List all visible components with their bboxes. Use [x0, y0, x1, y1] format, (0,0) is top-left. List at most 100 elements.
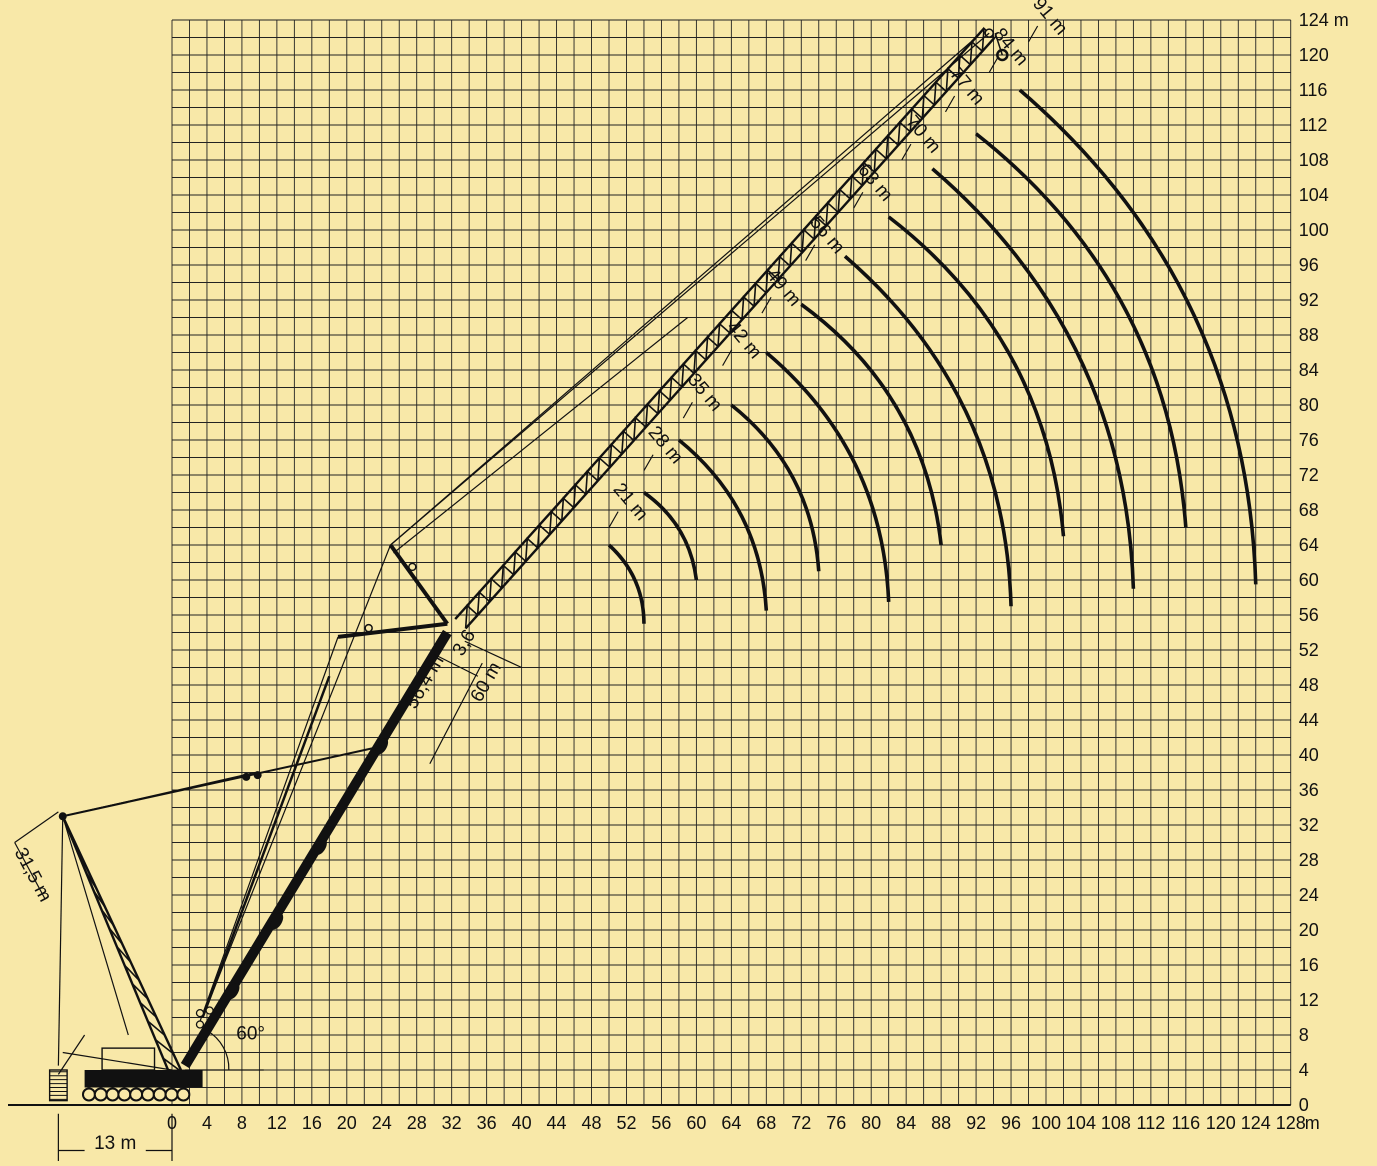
carrier-wheel: [140, 1087, 155, 1102]
jib-length-tick: [944, 95, 956, 113]
hook-curve: [642, 491, 699, 581]
hoist-sheave: [205, 1006, 214, 1015]
y-tick-label: 104: [1299, 185, 1329, 205]
jib-guy-line: [390, 32, 990, 546]
y-tick-label: 72: [1299, 465, 1319, 485]
y-tick-label: 8: [1299, 1025, 1309, 1045]
y-tick-label: 112: [1299, 115, 1328, 135]
crane: [48, 26, 1009, 1102]
hook-curve: [1018, 88, 1258, 585]
hook-curve: [607, 543, 646, 624]
jib-strut-rear: [337, 621, 448, 639]
y-tick-label: 124 m: [1299, 10, 1349, 30]
jib-length-tick: [853, 191, 864, 209]
y-tick-label: 64: [1299, 535, 1319, 555]
x-tick-label: 32: [442, 1113, 462, 1133]
y-tick-label: 52: [1299, 640, 1319, 660]
y-tick-label: 88: [1299, 325, 1319, 345]
y-tick-label: 68: [1299, 500, 1319, 520]
hook-curve: [974, 132, 1188, 528]
x-tick-label: 4: [202, 1113, 212, 1133]
jib-length-tick: [608, 511, 619, 528]
y-tick-label: 56: [1299, 605, 1319, 625]
pendant-sheave: [253, 771, 262, 780]
x-tick-label: 60: [686, 1113, 706, 1133]
y-tick-label: 96: [1299, 255, 1319, 275]
x-tick-label: 44: [547, 1113, 567, 1133]
carrier-wheel: [81, 1087, 96, 1102]
jib-length-tick: [722, 349, 733, 366]
carrier-wheel: [105, 1087, 120, 1102]
jib-strut-front: [388, 543, 449, 625]
grid: [8, 19, 1292, 1106]
x-tick-label: 76: [826, 1113, 846, 1133]
mast-backstay: [62, 816, 129, 1036]
pendant-sheave: [242, 772, 251, 781]
y-tick-label: 0: [1299, 1095, 1309, 1115]
jib-length-tick: [1027, 25, 1039, 43]
boom-joint: [226, 983, 240, 1000]
pendant-link: [201, 675, 331, 1018]
x-tick-label: 92: [966, 1113, 986, 1133]
boom-dimension-line: [433, 653, 479, 677]
boom-dimension-line: [464, 640, 522, 669]
jib-lattice: [464, 26, 995, 629]
y-tick-label: 84: [1299, 360, 1319, 380]
x-tick-label: 108: [1101, 1113, 1131, 1133]
x-tick-label: 52: [616, 1113, 636, 1133]
hook-curve: [765, 351, 891, 602]
hook-curve: [677, 438, 769, 611]
x-tick-label: 28: [407, 1113, 427, 1133]
carrier-wheel: [129, 1087, 144, 1102]
mast-lattice: [62, 815, 183, 1073]
jib-tension-line: [393, 317, 689, 554]
y-tick-label: 40: [1299, 745, 1319, 765]
y-tick-label: 36: [1299, 780, 1319, 800]
y-tick-label: 44: [1299, 710, 1319, 730]
x-tick-label: 96: [1001, 1113, 1021, 1133]
superstructure: [101, 1047, 156, 1071]
strut-sheave: [364, 623, 373, 633]
hook-curve: [800, 302, 943, 546]
y-tick-label: 92: [1299, 290, 1319, 310]
jib-guy-line: [390, 37, 977, 546]
boom-joint: [270, 913, 284, 930]
x-tick-label: 120: [1206, 1113, 1236, 1133]
jib-length-tick: [682, 401, 693, 419]
x-tick-label: 40: [512, 1113, 532, 1133]
x-tick-label: 84: [896, 1113, 916, 1133]
jib-length-tick: [805, 244, 816, 261]
boom-angle-label: 60°: [236, 1023, 265, 1044]
x-tick-label: 124: [1241, 1113, 1271, 1133]
hook-curve: [730, 403, 821, 572]
x-tick-label: 12: [267, 1113, 287, 1133]
y-tick-label: 80: [1299, 395, 1319, 415]
y-tick-label: 4: [1299, 1060, 1309, 1080]
y-tick-label: 12: [1299, 990, 1319, 1010]
y-tick-label: 60: [1299, 570, 1319, 590]
y-tick-label: 20: [1299, 920, 1319, 940]
y-tick-label: 116: [1299, 80, 1328, 100]
x-tick-label: 104: [1066, 1113, 1096, 1133]
mast-backstay: [57, 816, 64, 1066]
x-tick-label: 16: [302, 1113, 322, 1133]
x-tick-label: 56: [651, 1113, 671, 1133]
counterweight-line: [57, 1034, 86, 1075]
carrier-wheel: [152, 1087, 167, 1102]
angle-arc: [206, 1030, 230, 1071]
jib-length-tick: [761, 296, 772, 314]
suspended-counterweight: [48, 1069, 68, 1102]
x-tick-label: 72: [791, 1113, 811, 1133]
x-tick-label: 68: [756, 1113, 776, 1133]
carrier-wheel: [117, 1087, 132, 1102]
jib-length-tick: [901, 143, 912, 161]
y-tick-label: 76: [1299, 430, 1319, 450]
x-tick-label: 80: [861, 1113, 881, 1133]
boom-dimension-line: [429, 662, 483, 765]
y-tick-label: 48: [1299, 675, 1319, 695]
hook-curve: [887, 215, 1066, 537]
y-tick-label: 32: [1299, 815, 1319, 835]
x-tick-label: 88: [931, 1113, 951, 1133]
counterweight-radius-label: 13 m: [94, 1133, 136, 1154]
